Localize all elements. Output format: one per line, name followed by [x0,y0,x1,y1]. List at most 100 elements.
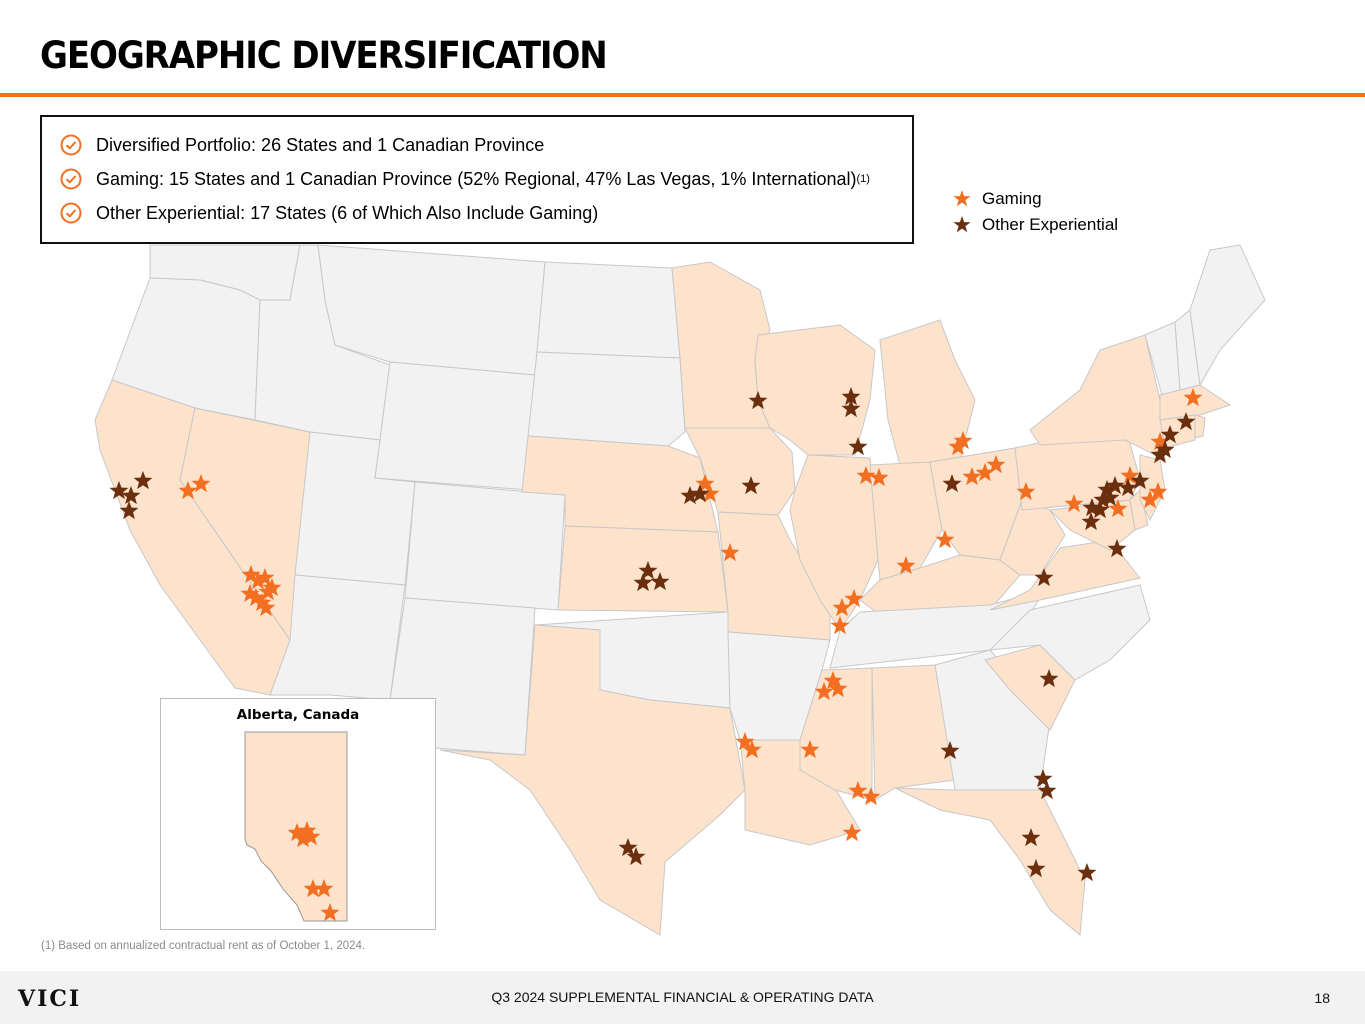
gaming-star-icon [297,821,317,840]
gaming-star-icon [246,588,266,607]
other-experiential-star-icon [1039,669,1059,688]
vici-logo: VICI [18,986,82,1012]
summary-bullet: Other Experiential: 17 States (6 of Whic… [60,202,598,224]
other-experiential-star-icon [133,471,153,490]
gaming-star-icon [1183,388,1203,407]
state-south-dakota [527,351,686,447]
gaming-star-icon [842,823,862,842]
gaming-star-icon [828,679,848,698]
inset-title: Alberta, Canada [236,707,360,723]
state-north-dakota [536,261,681,359]
other-experiential-star-icon [741,476,761,495]
gaming-star-icon [975,463,995,482]
gaming-star-icon [814,682,834,701]
summary-bullet: Diversified Portfolio: 26 States and 1 C… [60,134,544,156]
legend-label-gaming: Gaming [982,189,1042,208]
gaming-star-icon [896,556,916,575]
state-florida [894,787,1086,936]
state-delaware [1129,489,1149,531]
state-south-carolina [984,644,1076,731]
summary-bullet-text: Gaming: 15 States and 1 Canadian Provinc… [96,168,857,189]
gaming-star-icon [800,740,820,759]
legend-item-other: Other Experiential [952,212,1118,238]
check-circle-icon [60,134,82,156]
gaming-star-icon [1120,466,1140,485]
other-experiential-star-icon [1160,425,1180,444]
gaming-star-icon [869,468,889,487]
footnote-marker: (1) [856,173,870,185]
page-title: GEOGRAPHIC DIVERSIFICATION [40,34,608,77]
other-experiential-star-icon [1107,539,1127,558]
other-experiential-star-icon [1093,490,1113,509]
check-circle-icon [60,168,82,190]
gaming-star-icon [1140,490,1160,509]
summary-bullet: Gaming: 15 States and 1 Canadian Provinc… [60,168,870,190]
summary-bullet-text: Diversified Portfolio: 26 States and 1 C… [96,134,545,155]
gaming-star-icon [262,578,282,597]
state-wyoming [374,361,536,491]
other-experiential-star-icon [690,484,710,503]
gaming-star-icon [256,598,276,617]
state-alabama [871,664,956,801]
other-experiential-star-icon [1081,512,1101,531]
gaming-star-icon [700,484,720,503]
gaming-star-icon [240,584,260,603]
other-experiential-star-icon [618,838,638,857]
gaming-star-icon [735,732,755,751]
page-number: 18 [1314,990,1330,1006]
other-experiential-star-icon [1034,568,1054,587]
gaming-star-icon [287,823,307,842]
other-experiential-star-icon [1150,445,1170,464]
other-experiential-star-icon [940,741,960,760]
other-experiential-star-icon [1090,500,1110,519]
gaming-star-icon [953,431,973,450]
other-experiential-star-icon [1155,440,1175,459]
other-experiential-star-icon [1176,412,1196,431]
gaming-star-icon [320,903,340,922]
other-experiential-star-icon [942,474,962,493]
gaming-star-icon [1064,494,1084,513]
other-experiential-star-icon [1077,863,1097,882]
gaming-star-icon [935,530,955,549]
other-experiential-star-icon [1037,781,1057,800]
other-experiential-star-icon [119,501,139,520]
gaming-star-icon [830,616,850,635]
other-experiential-star-icon [626,847,646,866]
gaming-star-icon [848,781,868,800]
other-experiential-star-icon [1118,478,1138,497]
footer-bar [0,971,1365,1024]
alberta-inset: Alberta, Canada [160,698,436,930]
other-experiential-star-icon [121,486,141,505]
legend-item-gaming: Gaming [952,186,1118,212]
other-experiential-star-icon [638,561,658,580]
state-new-york [1029,334,1166,461]
other-experiential-star-icon [109,481,129,500]
brown-star-icon [953,216,971,233]
gaming-star-icon [191,474,211,493]
gaming-star-icon [255,568,275,587]
gaming-star-icon [301,827,321,846]
other-experiential-star-icon [1097,480,1117,499]
state-north-carolina [988,584,1151,681]
gaming-star-icon [823,671,843,690]
footer-text: Q3 2024 SUPPLEMENTAL FINANCIAL & OPERATI… [491,989,874,1005]
other-experiential-star-icon [848,437,868,456]
other-experiential-star-icon [1033,769,1053,788]
summary-box: Diversified Portfolio: 26 States and 1 C… [40,115,914,244]
other-experiential-star-icon [1130,471,1150,490]
gaming-star-icon [252,593,272,612]
state-arizona [269,574,406,701]
alberta-map [244,731,348,922]
check-circle-icon [60,202,82,224]
other-experiential-star-icon [1026,859,1046,878]
state-colorado [404,481,566,611]
gaming-star-icon [1016,482,1036,501]
gaming-star-icon [241,565,261,584]
gaming-star-icon [293,829,313,848]
other-experiential-star-icon [841,387,861,406]
map-legend: Gaming Other Experiential [952,186,1118,238]
gaming-star-icon [720,543,740,562]
other-experiential-star-icon [748,391,768,410]
gaming-star-icon [986,455,1006,474]
gaming-star-icon [742,740,762,759]
